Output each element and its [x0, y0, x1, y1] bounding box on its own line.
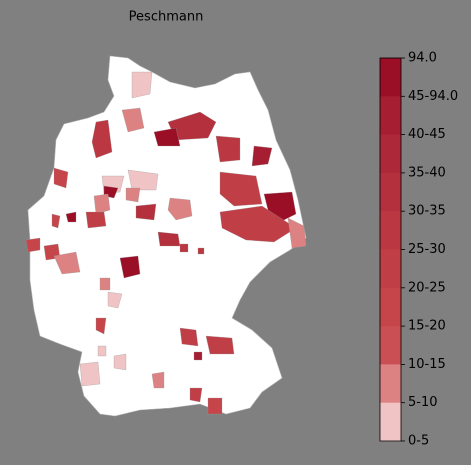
colorbar-segment: [380, 172, 401, 212]
map-title: Peschmann: [129, 10, 204, 25]
colorbar: 94.0 45-94.0 40-45 35-40 30-35 25-30 20-25 15-2…: [379, 51, 458, 449]
germany-map: [25, 55, 307, 417]
colorbar-segment: [380, 402, 401, 442]
colorbar-segment: [380, 58, 401, 97]
colorbar-label: 30-35: [408, 204, 446, 219]
colorbar-label: 94.0: [408, 51, 437, 66]
colorbar-segment: [380, 134, 401, 174]
colorbar-label: 40-45: [408, 127, 446, 142]
colorbar-segment: [380, 249, 401, 289]
colorbar-label: 20-25: [408, 280, 446, 295]
colorbar-segment: [380, 96, 401, 136]
colorbar-segment: [380, 211, 401, 250]
colorbar-segment: [380, 364, 401, 404]
colorbar-label: 5-10: [408, 395, 438, 410]
colorbar-label: 25-30: [408, 242, 446, 257]
colorbar-label: 15-20: [408, 319, 446, 334]
colorbar-label: 45-94.0: [408, 89, 458, 104]
regions: [25, 71, 307, 415]
colorbar-label: 0-5: [408, 434, 429, 449]
colorbar-label: 35-40: [408, 165, 446, 180]
colorbar-label: 10-15: [408, 357, 446, 372]
colorbar-segment: [380, 287, 401, 327]
colorbar-segment: [380, 326, 401, 365]
